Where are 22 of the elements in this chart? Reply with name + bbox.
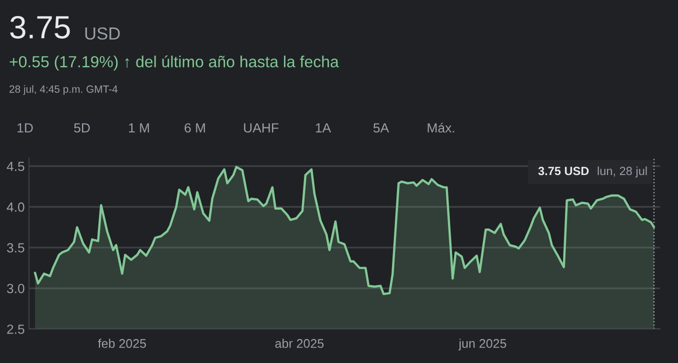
y-tick-label: 3.5 <box>6 243 24 252</box>
text: 6 M <box>184 123 205 133</box>
annotation: 3.75 USD <box>538 166 589 176</box>
text: 5D <box>74 123 90 133</box>
x-tick-label: abr 2025 <box>275 338 324 348</box>
text: 1 M <box>129 123 149 132</box>
text: 5A <box>373 123 390 133</box>
x-tick-label: feb 2025 <box>98 338 146 348</box>
chart-title: 3.75 <box>10 16 70 39</box>
text: Máx. <box>428 122 454 133</box>
y-tick-label: 2.5 <box>7 324 24 334</box>
text: UAHF <box>244 123 278 133</box>
chart-subtitle: +0.55 (17.19%) ↑ del último año hasta la fecha <box>10 55 339 71</box>
text: USD <box>85 27 120 40</box>
text: 1A <box>316 123 332 132</box>
text: 28 jul, 4:45 p.m. GMT-4 <box>10 85 118 95</box>
y-tick-label: 3.0 <box>6 284 24 294</box>
x-tick-label: jun 2025 <box>458 338 506 350</box>
text: 1D <box>18 123 33 132</box>
annotation: lun, 28 jul <box>598 166 647 178</box>
y-tick-label: 4.5 <box>6 162 24 172</box>
y-tick-label: 4.0 <box>6 202 24 212</box>
